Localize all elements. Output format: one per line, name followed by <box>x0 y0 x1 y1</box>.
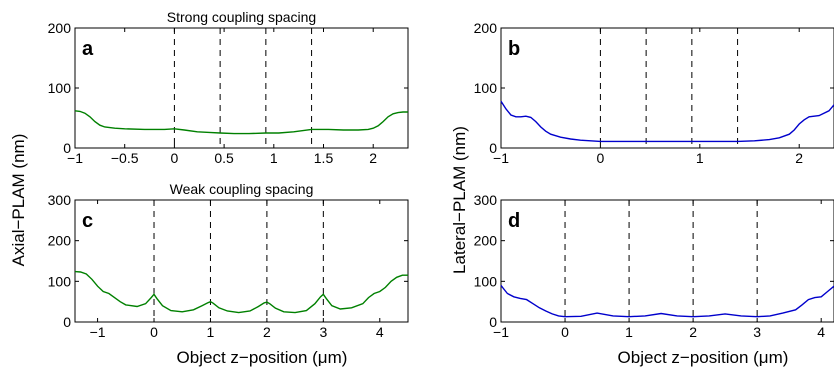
y-tick-label: 300 <box>474 192 498 208</box>
x-tick-label: 1 <box>696 150 704 166</box>
y-axis-label-axial: Axial−PLAM (nm) <box>9 134 28 267</box>
y-tick-label: 200 <box>48 20 72 36</box>
panel-title: Weak coupling spacing <box>170 181 314 197</box>
y-tick-label: 200 <box>48 233 72 249</box>
x-tick-label: 3 <box>319 324 327 340</box>
x-tick-label: 0.5 <box>214 150 234 166</box>
y-tick-label: 0 <box>489 314 497 330</box>
series-line-d <box>500 284 834 318</box>
x-tick-label: 0 <box>561 324 569 340</box>
panel-letter: c <box>82 210 93 232</box>
panel-c: −1 0 1 2 3 4 0 100 200 300 c Weak coupling spacing <box>48 181 409 340</box>
x-tick-label: −1 <box>67 150 83 166</box>
x-axis-label-left: Object z−position (μm) <box>177 348 348 367</box>
series-line-c <box>74 270 408 314</box>
x-tick-label: 1 <box>270 150 278 166</box>
y-tick-label: 100 <box>474 273 498 289</box>
panel-letter: b <box>508 38 520 60</box>
x-tick-label: 1 <box>207 324 215 340</box>
y-axis-label-lateral: Lateral−PLAM (nm) <box>450 126 469 274</box>
panel-letter: d <box>508 210 520 232</box>
series-line-b <box>500 100 834 143</box>
panel-a: −1 −0.5 0 0.5 1 1.5 2 0 100 200 a Strong coupling s… <box>48 9 409 166</box>
x-tick-label: 4 <box>376 324 384 340</box>
x-tick-label: −1 <box>493 150 509 166</box>
x-tick-label: 2 <box>795 150 803 166</box>
x-tick-label: 0 <box>150 324 158 340</box>
plot-frame <box>74 199 409 323</box>
panel-letter: a <box>82 38 94 60</box>
plot-frame <box>500 27 834 149</box>
x-tick-label: 1.5 <box>314 150 334 166</box>
y-tick-label: 200 <box>474 20 498 36</box>
x-tick-label: 3 <box>753 324 761 340</box>
x-tick-label: 2 <box>689 324 697 340</box>
x-axis-label-right: Object z−position (μm) <box>618 348 789 367</box>
series-line-a <box>74 110 408 135</box>
x-tick-label: 0 <box>597 150 605 166</box>
y-tick-label: 200 <box>474 233 498 249</box>
y-tick-label: 100 <box>48 273 72 289</box>
y-tick-label: 100 <box>474 80 498 96</box>
y-tick-label: 0 <box>63 140 71 156</box>
x-tick-label: 2 <box>369 150 377 166</box>
x-tick-label: −1 <box>493 324 509 340</box>
y-tick-label: 100 <box>48 80 72 96</box>
plot-frame <box>500 199 834 323</box>
y-tick-label: 300 <box>48 192 72 208</box>
x-tick-label: 1 <box>625 324 633 340</box>
x-tick-label: −1 <box>90 324 106 340</box>
x-tick-label: 0 <box>171 150 179 166</box>
x-tick-label: 4 <box>817 324 825 340</box>
x-tick-label: 2 <box>263 324 271 340</box>
y-tick-label: 0 <box>63 314 71 330</box>
y-tick-label: 0 <box>489 140 497 156</box>
x-tick-label: −0.5 <box>111 150 139 166</box>
panel-title: Strong coupling spacing <box>167 9 316 25</box>
